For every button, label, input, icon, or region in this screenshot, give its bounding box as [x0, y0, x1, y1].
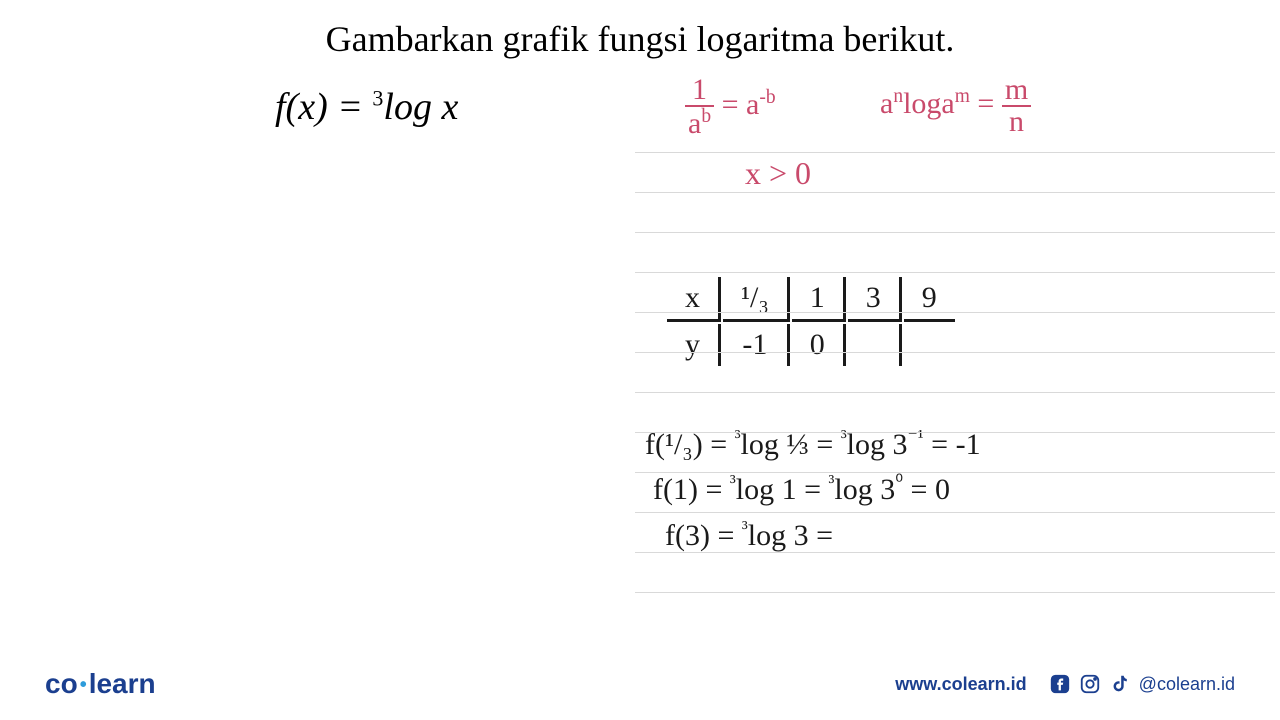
ruled-line: [635, 312, 1275, 313]
frac-den: ab: [685, 107, 714, 139]
arg: am: [941, 87, 970, 120]
table-cell: [904, 324, 955, 366]
ruled-line: [635, 352, 1275, 353]
ruled-line: [635, 392, 1275, 393]
formula-arg: x: [441, 86, 458, 128]
ruled-line: [635, 592, 1275, 593]
logo: co•learn: [45, 668, 156, 700]
ruled-line: [635, 232, 1275, 233]
rhs: a-b: [746, 88, 776, 121]
logo-learn: learn: [89, 668, 156, 699]
table-cell: y: [667, 324, 721, 366]
table-cell: ¹/₃: [723, 277, 790, 322]
facebook-icon: [1049, 673, 1071, 695]
logo-dot: •: [80, 674, 87, 696]
calc-line-1: f(¹/₃) = ³log ⅓ = ³log 3⁻¹ = -1: [645, 425, 981, 462]
ruled-line: [635, 512, 1275, 513]
formula-base: 3: [372, 85, 383, 110]
pre: an: [880, 87, 903, 120]
footer-right: www.colearn.id @colearn.id: [895, 673, 1235, 695]
pink-note-1a: 1 ab = a-b: [685, 75, 776, 139]
pink-note-domain: x > 0: [745, 155, 811, 192]
table-cell: x: [667, 277, 721, 322]
main-formula: f(x) = 3log x: [275, 85, 458, 129]
value-table: x ¹/₃ 1 3 9 y -1 0: [665, 275, 957, 368]
website-url: www.colearn.id: [895, 674, 1026, 695]
logo-co: co: [45, 668, 78, 699]
log: log: [903, 87, 941, 120]
table-cell: 0: [792, 324, 846, 366]
page-title: Gambarkan grafik fungsi logaritma beriku…: [326, 18, 955, 60]
tiktok-icon: [1109, 673, 1131, 695]
social-handle: @colearn.id: [1139, 674, 1235, 695]
formula-lhs: f(x): [275, 86, 328, 128]
pink-note-1b: anlogam = m n: [880, 75, 1031, 137]
table-row: y -1 0: [667, 324, 955, 366]
instagram-icon: [1079, 673, 1101, 695]
table-cell: [848, 324, 902, 366]
frac-den: n: [1002, 107, 1031, 137]
ruled-line: [635, 552, 1275, 553]
eq: =: [977, 87, 994, 120]
table-cell: 9: [904, 277, 955, 322]
ruled-line: [635, 192, 1275, 193]
frac-num: m: [1002, 75, 1031, 107]
table-cell: -1: [723, 324, 790, 366]
fraction: m n: [1002, 75, 1031, 137]
ruled-line: [635, 432, 1275, 433]
table-row: x ¹/₃ 1 3 9: [667, 277, 955, 322]
notes-area: 1 ab = a-b anlogam = m n x > 0 x ¹/₃ 1 3…: [635, 80, 1275, 640]
ruled-line: [635, 472, 1275, 473]
calc-line-3: f(3) = ³log 3 =: [665, 518, 833, 553]
footer: co•learn www.colearn.id @colearn.id: [0, 668, 1280, 700]
calc-line-2: f(1) = ³log 1 = ³log 3⁰ = 0: [653, 470, 950, 507]
table-cell: 1: [792, 277, 846, 322]
frac-num: 1: [685, 75, 714, 107]
ruled-line: [635, 152, 1275, 153]
table-cell: 3: [848, 277, 902, 322]
eq: =: [722, 88, 739, 121]
fraction: 1 ab: [685, 75, 714, 139]
social-icons: @colearn.id: [1049, 673, 1235, 695]
formula-eq: =: [337, 86, 363, 128]
ruled-line: [635, 272, 1275, 273]
formula-log: log: [383, 86, 432, 128]
